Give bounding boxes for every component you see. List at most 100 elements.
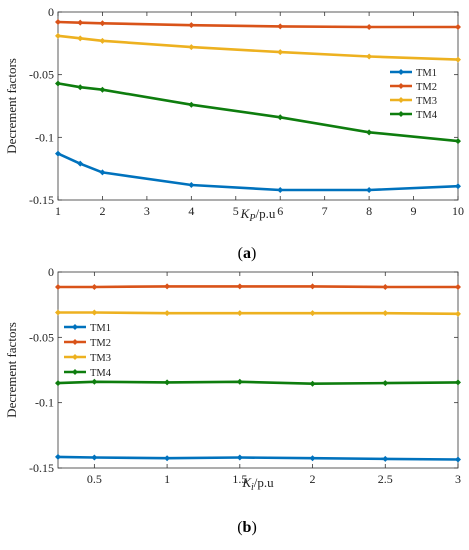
series-tm3-point [77, 35, 84, 42]
series-tm1-point [455, 183, 461, 190]
x-tick-label: 7 [322, 204, 328, 218]
series-tm3-point [236, 310, 243, 317]
x-tick-label: 4 [188, 204, 194, 218]
series-tm3-point [455, 310, 461, 317]
x-tick-label: 1 [55, 204, 61, 218]
legend-tm4-label: TM4 [90, 368, 112, 379]
series-tm3-line [58, 311, 459, 316]
series-tm3-point [188, 44, 195, 51]
series-tm3-point [366, 53, 373, 60]
series-tm2-point [55, 19, 61, 26]
x-tick-label: 2.5 [378, 472, 393, 486]
x-tick-label: 6 [277, 204, 283, 218]
y-tick-label: 0 [48, 5, 54, 19]
series-tm1-line [57, 455, 459, 461]
series-tm1-point [188, 181, 195, 188]
series-tm4-point [236, 378, 243, 385]
x-axis-label: KP/p.u [240, 206, 276, 224]
y-tick-label: -0.1 [35, 396, 54, 410]
series-tm3-point [164, 310, 171, 317]
series-tm2-point [55, 284, 61, 291]
series-tm1-point [277, 186, 284, 193]
series-tm1-point [236, 454, 243, 461]
series-tm4-line [57, 380, 459, 386]
series-tm2-point [366, 24, 373, 31]
legend-tm3-marker [398, 97, 404, 103]
x-tick-label: 10 [452, 204, 464, 218]
series-tm4-point [382, 380, 389, 387]
series-tm3-line [57, 34, 459, 61]
series-tm4-point [55, 380, 61, 387]
x-tick-label: 1.5 [232, 472, 247, 486]
series-tm2-point [91, 284, 98, 291]
chart-panel-a: 0 -0.05 -0.1 -0.151 2 3 4 5 6 7 8 9 10 Decrement fact… [4, 5, 464, 262]
series-tm4-point [277, 114, 284, 121]
series-tm3-point [382, 310, 389, 317]
legend-tm1-marker [398, 69, 404, 75]
series-tm1-point [99, 169, 106, 176]
series-tm4-point [55, 80, 61, 87]
series-tm2-line [57, 20, 458, 29]
series-tm3-point [99, 37, 106, 44]
x-tick-label: 3 [455, 472, 461, 486]
y-tick-label: 0 [48, 265, 54, 279]
x-tick-label: 1 [164, 472, 170, 486]
series-tm4-point [91, 378, 98, 385]
legend-tm2-label: TM2 [90, 338, 111, 349]
legend-tm2-marker [398, 83, 404, 89]
series-tm2-point [309, 283, 316, 290]
legend-tm4-marker [398, 111, 404, 117]
series-tm4-point [455, 379, 461, 386]
legend-tm2-marker [72, 339, 78, 345]
series-tm4-point [99, 86, 106, 93]
x-tick-label: 3 [144, 204, 150, 218]
x-tick-label: 8 [366, 204, 372, 218]
series-tm3-point [277, 49, 284, 56]
y-axis-label: Decrement factors [4, 322, 19, 418]
series-tm3-point [55, 32, 61, 39]
x-tick-label: 2 [99, 204, 105, 218]
series-tm3-point [91, 309, 98, 316]
y-tick-label: -0.05 [29, 330, 54, 344]
series-tm2-point [99, 20, 106, 27]
series-tm4-point [455, 138, 461, 145]
legend-tm4-label: TM4 [416, 110, 438, 121]
series-tm1-point [455, 456, 461, 463]
x-tick-label: 2 [310, 472, 316, 486]
series-tm4-point [309, 380, 316, 387]
y-tick-label: -0.1 [35, 130, 54, 144]
series-tm2-line [58, 285, 458, 289]
series-tm2-point [455, 284, 461, 291]
legend-tm2-label: TM2 [416, 82, 437, 93]
plot-frame [57, 11, 459, 201]
legend-tm1-label: TM1 [416, 68, 437, 79]
plot-frame [57, 271, 459, 469]
y-axis-label: Decrement factors [4, 58, 19, 154]
y-tick-label: -0.15 [29, 461, 54, 475]
series-tm2-point [77, 19, 84, 26]
x-tick-label: 0.5 [87, 472, 102, 486]
legend-tm1-label: TM1 [90, 323, 111, 334]
series-tm4-point [366, 129, 373, 136]
legend-tm3-label: TM3 [416, 96, 437, 107]
series-tm3-point [55, 309, 61, 316]
x-axis-label: Ki/p.u [241, 475, 274, 493]
series-tm1-point [366, 186, 373, 193]
panel-caption: (b) [237, 519, 257, 536]
series-tm1-point [55, 453, 61, 460]
series-tm4-point [188, 101, 195, 108]
legend-tm3-label: TM3 [90, 353, 111, 364]
series-tm1-point [382, 455, 389, 462]
legend-tm4-marker [72, 369, 78, 375]
panel-caption: (a) [238, 245, 257, 262]
series-tm1-point [309, 455, 316, 462]
series-tm1-line [57, 152, 459, 192]
series-tm1-point [77, 160, 84, 167]
series-tm2-point [455, 24, 461, 31]
series-tm2-point [277, 23, 284, 30]
series-tm4-line [57, 82, 459, 143]
series-tm1-point [55, 150, 61, 157]
series-tm4-point [164, 379, 171, 386]
y-tick-label: -0.05 [29, 68, 54, 82]
